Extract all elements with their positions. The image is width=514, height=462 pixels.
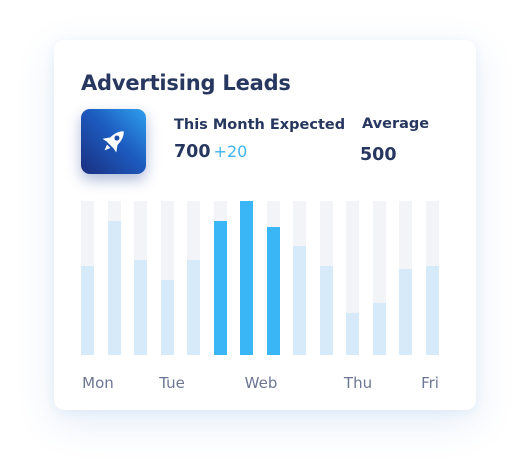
bar bbox=[134, 259, 147, 355]
bar-track bbox=[160, 201, 174, 355]
bar-track bbox=[399, 201, 412, 355]
average-value: 500 bbox=[360, 145, 397, 165]
average-label: Average bbox=[362, 116, 430, 132]
leads-bar-chart: Mon Tue Web Thu Fri bbox=[54, 40, 476, 410]
bar-track bbox=[134, 201, 147, 355]
rocket-icon bbox=[102, 131, 124, 153]
x-tick-label: Thu bbox=[343, 374, 373, 392]
bar-track bbox=[293, 201, 306, 355]
bar bbox=[107, 221, 121, 355]
bar bbox=[399, 268, 412, 355]
bar-track bbox=[213, 201, 227, 355]
bar-track bbox=[266, 201, 280, 355]
bar-track bbox=[240, 201, 253, 355]
bar bbox=[425, 265, 439, 355]
card-title: Advertising Leads bbox=[81, 71, 291, 95]
bar-track bbox=[187, 201, 200, 355]
bar-track bbox=[372, 201, 386, 355]
bar-track bbox=[107, 201, 121, 355]
bar bbox=[240, 201, 253, 355]
bar-track bbox=[319, 201, 333, 355]
bar-track bbox=[81, 201, 94, 355]
advertising-leads-card: Advertising Leads This Month Expected 70… bbox=[54, 40, 476, 410]
bar bbox=[319, 265, 333, 355]
x-tick-label: Web bbox=[244, 374, 278, 392]
bar bbox=[160, 279, 174, 355]
bar bbox=[346, 313, 359, 355]
bar bbox=[266, 227, 280, 355]
bar bbox=[372, 302, 386, 355]
expected-label: This Month Expected bbox=[174, 117, 346, 133]
rocket-icon-tile bbox=[81, 109, 146, 174]
bar bbox=[187, 259, 200, 355]
bar-track bbox=[346, 201, 359, 355]
x-tick-label: Mon bbox=[82, 374, 114, 392]
x-tick-label: Tue bbox=[159, 374, 185, 392]
bar bbox=[81, 265, 94, 355]
bar bbox=[293, 245, 306, 355]
bar-track bbox=[425, 201, 439, 355]
x-tick-label: Fri bbox=[421, 374, 439, 392]
bar bbox=[213, 221, 227, 355]
expected-value-group: 700 +20 bbox=[174, 142, 247, 162]
expected-delta: +20 bbox=[213, 142, 248, 161]
expected-value: 700 bbox=[174, 142, 211, 162]
